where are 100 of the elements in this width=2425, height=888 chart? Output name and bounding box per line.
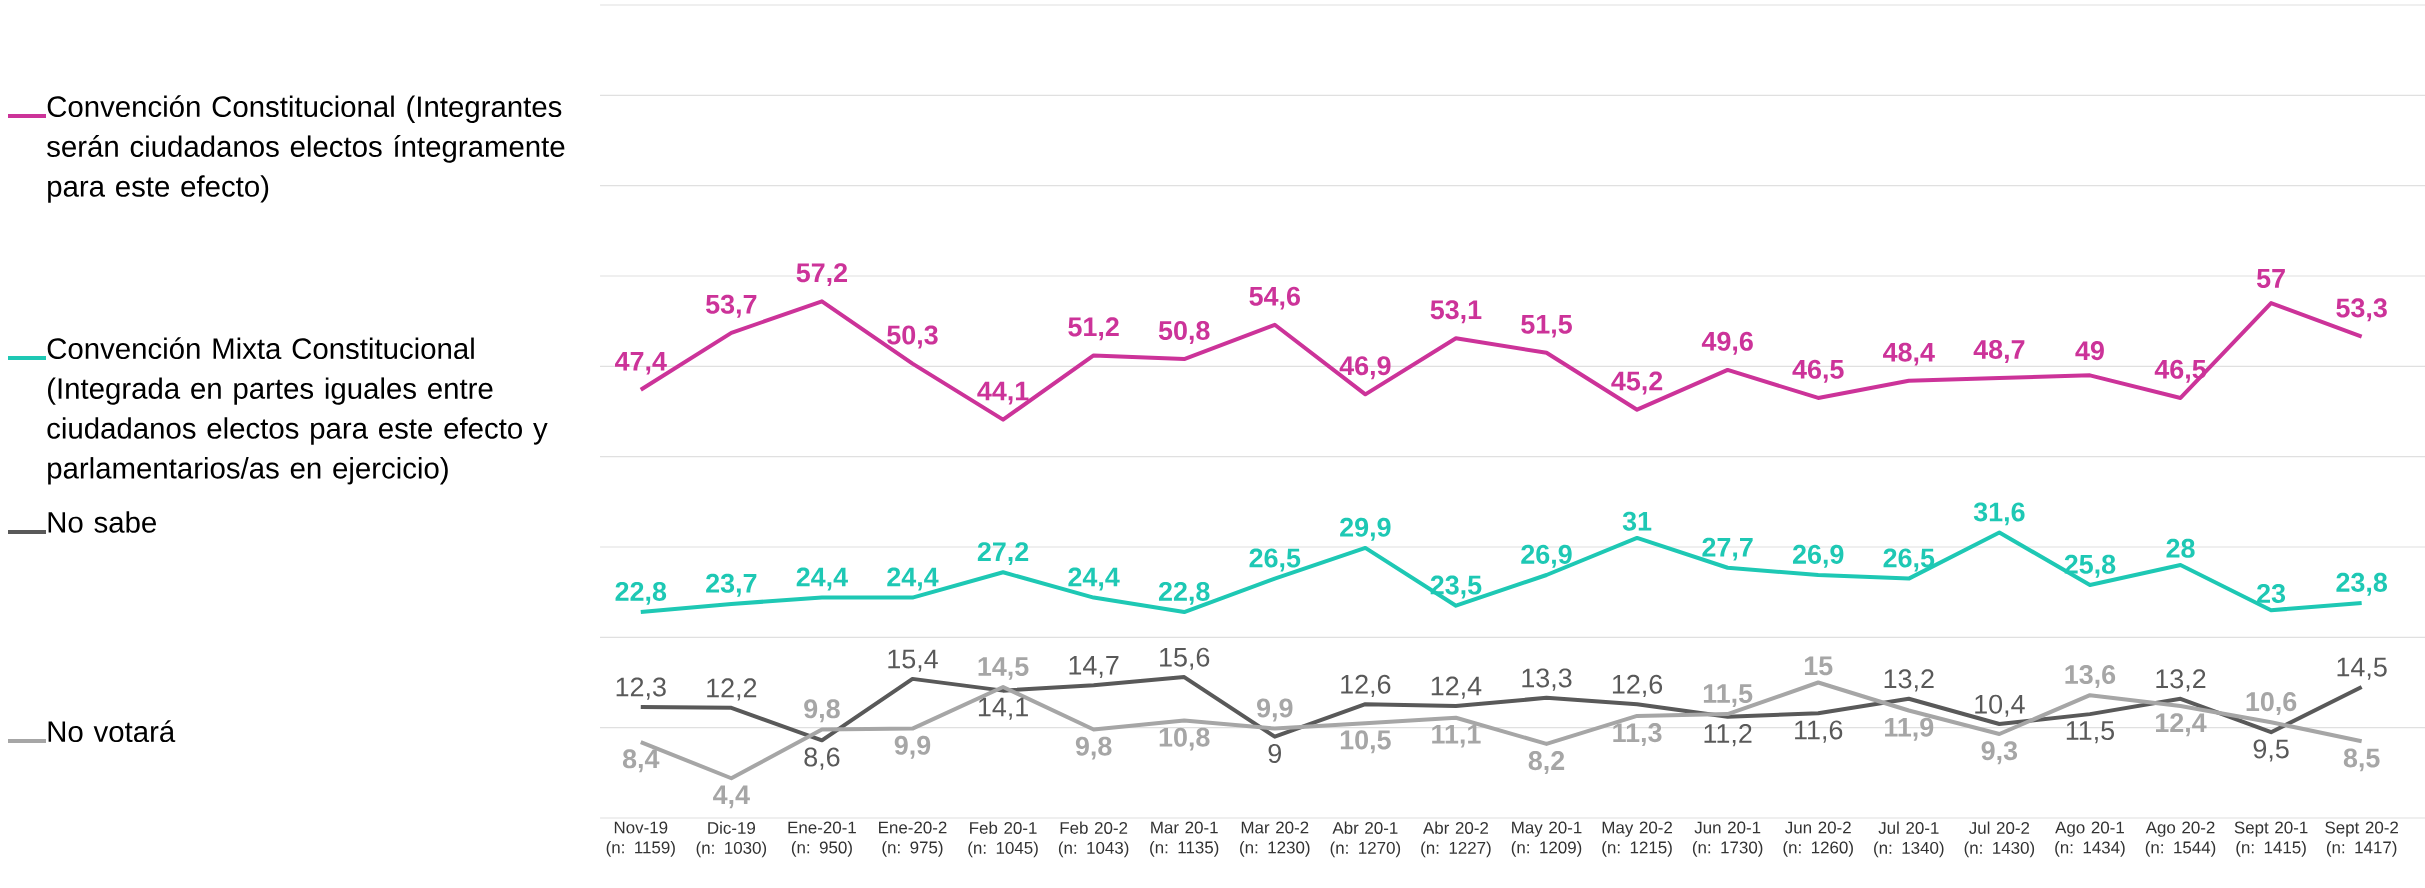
- data-label: 11,3: [1613, 723, 1662, 747]
- data-label: 25,8: [2064, 554, 2116, 578]
- x-tick-label: Sept 20-2 (n: 1417): [2325, 821, 2398, 857]
- x-tick-label: Jul 20-1 (n: 1340): [1874, 821, 1944, 858]
- data-label: 11,5: [2066, 721, 2114, 744]
- data-label: 15,4: [888, 649, 938, 672]
- data-label: 46,9: [1339, 356, 1391, 380]
- data-label: 15,6: [1160, 647, 1210, 670]
- data-label: 24,4: [1068, 567, 1120, 591]
- data-label: 12,4: [2156, 713, 2207, 737]
- data-label: 51,2: [1068, 317, 1119, 341]
- data-label: 23: [2257, 583, 2286, 604]
- data-label: 12,4: [1431, 676, 1482, 699]
- data-label: 27,7: [1702, 537, 1753, 561]
- data-label: 10,5: [1340, 730, 1391, 754]
- data-label: 31: [1622, 511, 1652, 531]
- data-label: 29,9: [1340, 517, 1391, 541]
- data-label: 12,6: [1612, 674, 1663, 697]
- data-label: 23,8: [2336, 572, 2388, 596]
- data-label: 11,2: [1704, 724, 1752, 747]
- data-label: 26,5: [1249, 548, 1301, 572]
- data-label: 51,5: [1521, 314, 1572, 338]
- data-label: 9,9: [894, 735, 931, 759]
- x-tick-label: Jul 20-2 (n: 1430): [1964, 821, 2035, 858]
- data-label: 46,5: [1792, 359, 1844, 383]
- data-label: 12,3: [616, 677, 666, 700]
- x-tick-label: Nov-19 (n: 1159): [606, 821, 675, 857]
- data-label: 53,3: [2336, 298, 2387, 322]
- data-label: 50,8: [1158, 320, 1210, 344]
- data-label: 8,5: [2343, 748, 2380, 772]
- x-tick-label: Sept 20-1 (n: 1415): [2234, 821, 2308, 857]
- data-label: 57,2: [796, 263, 848, 287]
- data-label: 13,2: [2156, 669, 2206, 692]
- legend-label: No votará: [48, 720, 176, 743]
- data-label: 9,8: [804, 699, 840, 723]
- data-label: 12,2: [707, 678, 757, 701]
- legend-label: Convención Constitucional (Integrantes serán ciudadanos electos íntegramente para este efecto): [47, 95, 565, 203]
- data-label: 10,8: [1159, 727, 1210, 751]
- data-label: 24,4: [796, 567, 848, 591]
- data-label: 53,7: [706, 294, 757, 318]
- data-label: 44,1: [977, 381, 1029, 405]
- data-label: 12,6: [1341, 674, 1391, 697]
- data-label: 13,2: [1884, 669, 1934, 692]
- x-tick-label: Abr 20-2 (n: 1227): [1421, 821, 1491, 858]
- data-label: 8,2: [1528, 751, 1565, 775]
- data-label: 47,4: [615, 351, 667, 375]
- data-label: 10,6: [2246, 692, 2297, 716]
- data-label: 49: [2075, 341, 2104, 361]
- data-label: 9,8: [1075, 736, 1112, 760]
- data-label: 13,3: [1522, 668, 1572, 691]
- data-label: 24,4: [887, 567, 939, 591]
- data-label: 23,7: [706, 573, 757, 597]
- x-tick-label: Mar 20-1 (n: 1135): [1150, 821, 1219, 857]
- data-label: 11,6: [1795, 720, 1843, 743]
- x-tick-label: Ago 20-1 (n: 1434): [2055, 821, 2125, 857]
- legend-label: No sabe: [48, 511, 156, 533]
- data-label: 15: [1804, 656, 1833, 676]
- x-tick-label: May 20-1 (n: 1209): [1511, 821, 1582, 857]
- data-label: 14,5: [2337, 657, 2387, 680]
- data-label: 11,5: [1703, 684, 1753, 707]
- x-tick-label: Ene-20-2 (n: 975): [879, 821, 947, 857]
- data-label: 26,5: [1883, 548, 1935, 572]
- data-label: 26,9: [1521, 544, 1572, 568]
- data-label: 31,6: [1973, 502, 2025, 526]
- data-label: 22,8: [615, 581, 667, 605]
- data-label: 9,5: [2253, 739, 2289, 762]
- x-tick-label: May 20-2 (n: 1215): [1602, 821, 1672, 857]
- data-label: 8,6: [804, 747, 840, 770]
- data-label: 45,2: [1611, 371, 1663, 395]
- data-label: 50,3: [887, 325, 938, 349]
- x-tick-label: Mar 20-2 (n: 1230): [1240, 821, 1310, 857]
- data-label: 57: [2256, 269, 2285, 288]
- data-label: 13,6: [2065, 665, 2116, 688]
- data-label: 14,1: [978, 697, 1028, 720]
- data-label: 22,8: [1158, 581, 1210, 605]
- data-label: 49,6: [1701, 331, 1753, 355]
- data-label: 14,7: [1069, 656, 1119, 678]
- data-label: 28: [2166, 538, 2195, 558]
- data-label: 9,9: [1257, 698, 1293, 722]
- data-label: 8,4: [622, 749, 660, 773]
- data-label: 11,9: [1885, 717, 1934, 741]
- legend-label: Convención Mixta Constitucional (Integrada en partes iguales entre ciudadanos electos para este efecto y parlamentarios/as en ejercicio): [47, 337, 548, 485]
- x-tick-label: Feb 20-1 (n: 1045): [968, 821, 1038, 858]
- data-label: 48,7: [1973, 339, 2025, 363]
- data-label: 11,1: [1432, 724, 1481, 748]
- x-tick-label: Abr 20-1 (n: 1270): [1330, 821, 1401, 858]
- x-tick-label: Feb 20-2 (n: 1043): [1058, 821, 1129, 858]
- data-label: 48,4: [1883, 342, 1935, 366]
- data-label: 9: [1268, 743, 1281, 763]
- data-label: 9,3: [1981, 741, 2018, 765]
- data-label: 4,4: [713, 785, 750, 809]
- data-label: 27,2: [977, 542, 1029, 566]
- x-tick-label: Dic-19 (n: 1030): [696, 821, 767, 858]
- data-label: 26,9: [1792, 544, 1844, 568]
- x-tick-label: Jun 20-1 (n: 1730): [1692, 821, 1763, 857]
- data-label: 54,6: [1249, 286, 1300, 310]
- x-tick-label: Jun 20-2 (n: 1260): [1783, 821, 1853, 857]
- data-label: 10,4: [1975, 694, 2025, 717]
- x-tick-label: Ene-20-1 (n: 950): [788, 821, 856, 857]
- x-tick-label: Ago 20-2 (n: 1544): [2145, 821, 2216, 857]
